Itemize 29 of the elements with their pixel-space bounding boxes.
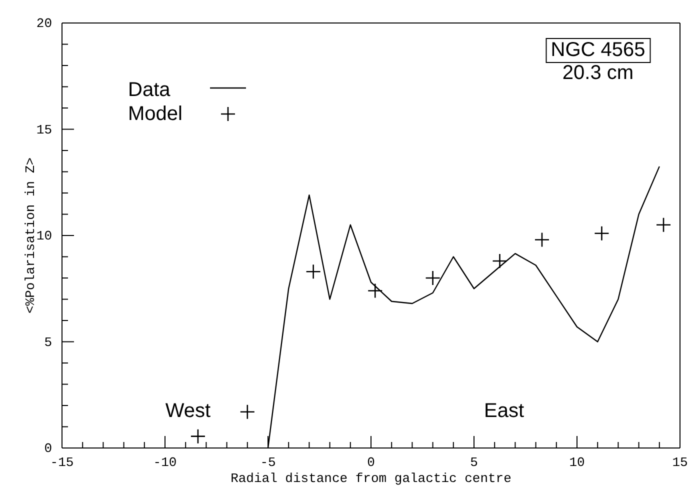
point xyxy=(190,428,206,444)
legend-label: Model xyxy=(128,102,184,126)
point xyxy=(656,217,672,233)
x-tick-label: -10 xyxy=(153,455,177,470)
y-tick-label: 15 xyxy=(36,122,52,138)
x-tick-label: 5 xyxy=(470,455,478,470)
legend-label: Data xyxy=(128,78,172,102)
y-tick-label: 10 xyxy=(36,228,52,244)
annotation: West xyxy=(165,400,211,423)
point xyxy=(367,283,383,298)
point xyxy=(306,264,321,280)
annotation: 20.3 cm xyxy=(562,62,634,85)
x-tick-label: 15 xyxy=(672,455,688,470)
x-tick-label: 0 xyxy=(367,455,375,470)
y-tick-label: 5 xyxy=(44,334,52,350)
x-tick-label: -15 xyxy=(50,455,74,470)
point xyxy=(492,253,508,269)
y-tick-label: 20 xyxy=(36,16,52,31)
y-axis-title: <%Polarisation in Z> xyxy=(23,157,38,314)
point xyxy=(534,232,550,248)
x-axis-title: Radial distance from galactic centre xyxy=(230,471,512,486)
annotation: East xyxy=(484,400,524,423)
y-tick-label: 0 xyxy=(44,441,52,456)
point xyxy=(240,404,256,420)
point xyxy=(594,226,610,242)
x-tick-label: 10 xyxy=(569,455,585,470)
annotation: NGC 4565 xyxy=(546,38,650,63)
point xyxy=(425,270,440,286)
x-tick-label: -5 xyxy=(260,455,276,470)
